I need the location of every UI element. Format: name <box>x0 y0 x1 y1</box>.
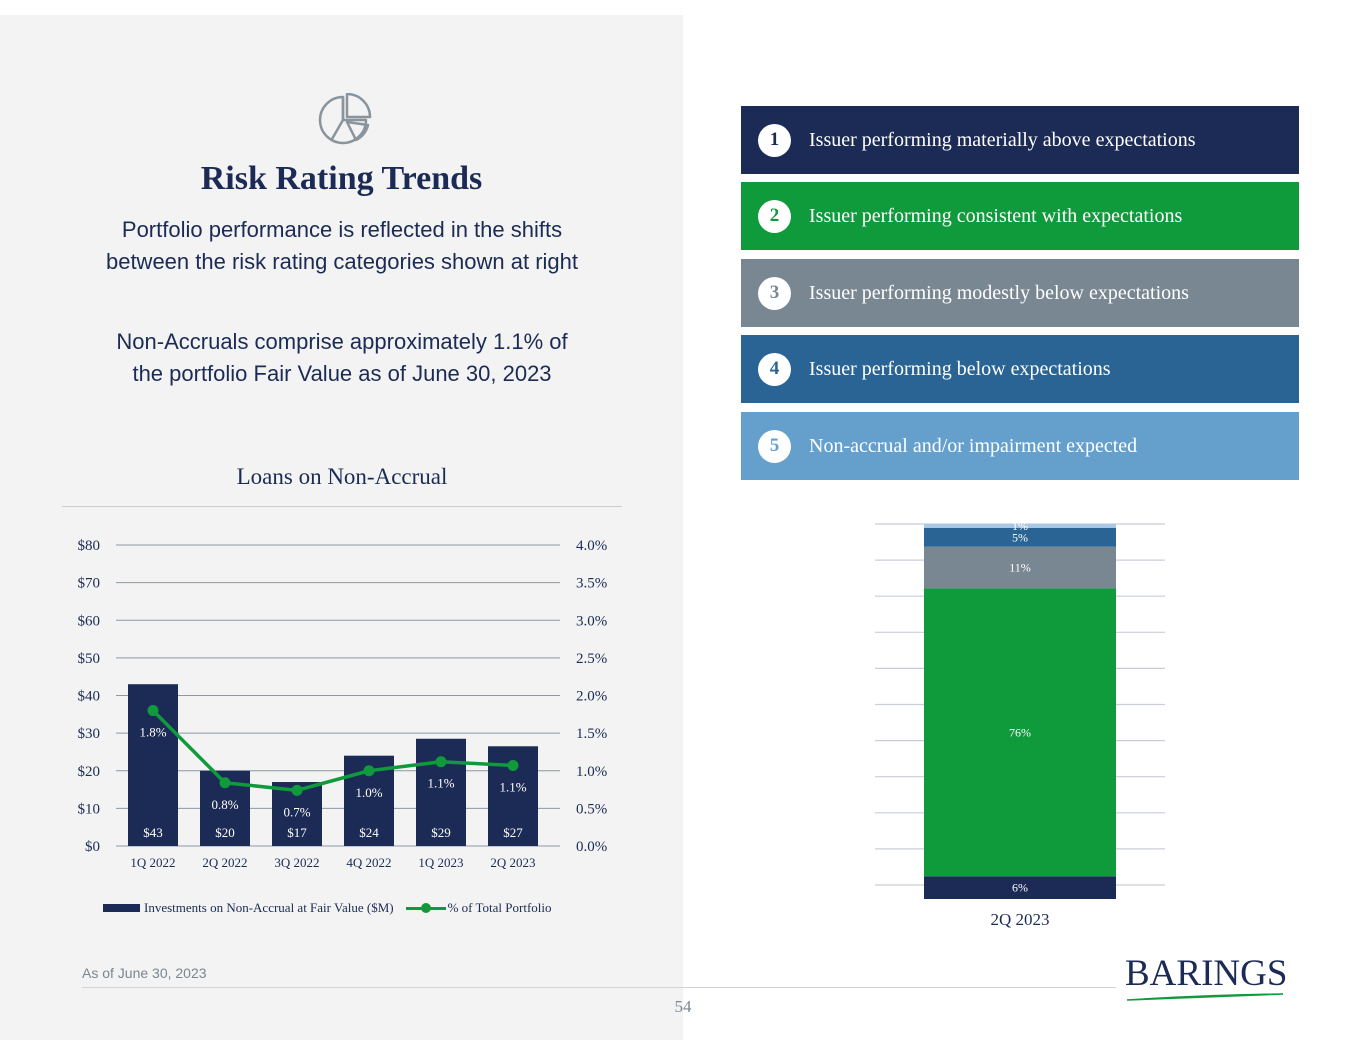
non-accrual-note-line2: the portfolio Fair Value as of June 30, … <box>132 361 552 386</box>
footer-divider <box>82 987 1116 988</box>
bar-value-label: $29 <box>431 825 451 840</box>
y-left-tick-label: $30 <box>78 726 101 742</box>
risk-rating-label: Issuer performing modestly below expecta… <box>809 281 1189 304</box>
y-left-tick-label: $50 <box>78 651 101 667</box>
percent-point <box>291 784 303 796</box>
stacked-segment <box>924 524 1116 528</box>
y-left-tick-label: $80 <box>78 538 101 554</box>
percent-label: 1.1% <box>499 779 526 794</box>
percent-point <box>435 756 447 768</box>
chart-title-divider <box>62 506 622 507</box>
percent-label: 0.7% <box>283 804 310 819</box>
y-right-tick-label: 3.0% <box>576 613 607 629</box>
stacked-segment <box>924 876 1116 899</box>
y-left-tick-label: $70 <box>78 576 101 592</box>
risk-rating-number: 3 <box>758 276 791 310</box>
performance-note: Portfolio performance is reflected in th… <box>60 214 624 278</box>
non-accrual-note-line1: Non-Accruals comprise approximately 1.1%… <box>116 329 568 354</box>
y-left-tick-label: $10 <box>78 801 101 817</box>
percent-point <box>507 759 519 771</box>
percent-label: 1.0% <box>355 785 382 800</box>
performance-note-line1: Portfolio performance is reflected in th… <box>121 217 563 242</box>
logo-wordmark: BARINGS <box>1125 953 1288 994</box>
x-tick-label: 3Q 2022 <box>274 855 319 870</box>
segment-label: 5% <box>1012 530 1028 544</box>
risk-rating-number: 1 <box>758 123 791 157</box>
risk-rating-label: Non-accrual and/or impairment expected <box>809 434 1138 457</box>
barings-logo: BARINGS <box>1125 953 1288 1003</box>
segment-label: 6% <box>1012 881 1028 895</box>
y-right-tick-label: 1.0% <box>576 764 607 780</box>
x-tick-label: 4Q 2022 <box>346 855 391 870</box>
percent-line <box>151 709 514 793</box>
y-left-tick-label: $40 <box>78 689 101 705</box>
risk-rating-label: Issuer performing materially above expec… <box>809 128 1196 151</box>
risk-rating-2: 2 Issuer performing consistent with expe… <box>741 182 1299 250</box>
y-left-tick-label: $60 <box>78 613 101 629</box>
non-accrual-note: Non-Accruals comprise approximately 1.1%… <box>60 326 624 390</box>
stacked-segment <box>924 527 1116 547</box>
stacked-chart-category-label: 2Q 2023 <box>990 910 1050 929</box>
segment-label: 76% <box>1009 725 1031 739</box>
risk-rating-label: Issuer performing consistent with expect… <box>809 204 1183 227</box>
bar-value-label: $20 <box>215 825 235 840</box>
percent-label: 1.8% <box>139 725 166 740</box>
legend-bar-label: Investments on Non-Accrual at Fair Value… <box>144 900 394 915</box>
percent-point <box>219 777 231 789</box>
left-panel <box>0 15 683 1040</box>
y-right-tick-label: 2.0% <box>576 689 607 705</box>
percent-point <box>363 765 375 777</box>
y-left-tick-label: $20 <box>78 764 101 780</box>
bar-value-label: $24 <box>359 825 379 840</box>
footnote: As of June 30, 2023 <box>82 965 207 981</box>
risk-rating-number: 4 <box>758 352 791 386</box>
page-title: Risk Rating Trends <box>200 160 483 197</box>
x-tick-label: 1Q 2022 <box>130 855 175 870</box>
percent-label: 1.1% <box>427 776 454 791</box>
segment-label: 11% <box>1009 561 1031 575</box>
chart-title: Loans on Non-Accrual <box>236 464 448 489</box>
chart-legend: Investments on Non-Accrual at Fair Value… <box>103 900 552 916</box>
legend-line-label: % of Total Portfolio <box>447 900 552 915</box>
non-accrual-chart: $0 0.0% $10 0.5% $20 1.0% $30 1.5% $40 2.0% $50 2.5… <box>78 538 608 870</box>
risk-rating-label: Issuer performing below expectations <box>809 357 1111 380</box>
risk-rating-1: 1 Issuer performing materially above exp… <box>741 106 1299 174</box>
y-right-tick-label: 0.0% <box>576 839 607 855</box>
risk-rating-3: 3 Issuer performing modestly below expec… <box>741 259 1299 327</box>
stacked-segment <box>924 588 1116 877</box>
performance-note-line2: between the risk rating categories shown… <box>105 249 579 274</box>
y-right-tick-label: 4.0% <box>576 538 607 554</box>
y-left-tick-label: $0 <box>85 839 100 855</box>
page-number: 54 <box>674 997 692 1016</box>
bar-value-label: $17 <box>287 825 307 840</box>
risk-rating-5: 5 Non-accrual and/or impairment expected <box>741 412 1299 480</box>
y-right-tick-label: 0.5% <box>576 801 607 817</box>
logo-swoosh <box>1127 993 1283 1001</box>
percent-point <box>147 705 159 717</box>
pie-chart-icon <box>318 93 372 145</box>
x-tick-label: 1Q 2023 <box>418 855 463 870</box>
legend-line-swatch <box>405 903 446 913</box>
risk-rating-4: 4 Issuer performing below expectations <box>741 335 1299 403</box>
stacked-segment <box>924 546 1116 589</box>
risk-rating-number: 5 <box>758 429 791 463</box>
y-right-tick-label: 3.5% <box>576 576 607 592</box>
x-tick-label: 2Q 2022 <box>202 855 247 870</box>
bar-value-label: $43 <box>143 825 163 840</box>
legend-bar-swatch <box>103 904 140 912</box>
risk-rating-stacked-chart: 6% 76% 11% 5%1% <box>875 519 1165 899</box>
y-right-tick-label: 2.5% <box>576 651 607 667</box>
x-tick-label: 2Q 2023 <box>490 855 535 870</box>
percent-label: 0.8% <box>211 797 238 812</box>
risk-rating-number: 2 <box>758 199 791 233</box>
segment-label: 1% <box>1012 519 1028 533</box>
y-right-tick-label: 1.5% <box>576 726 607 742</box>
bar-value-label: $27 <box>503 825 523 840</box>
